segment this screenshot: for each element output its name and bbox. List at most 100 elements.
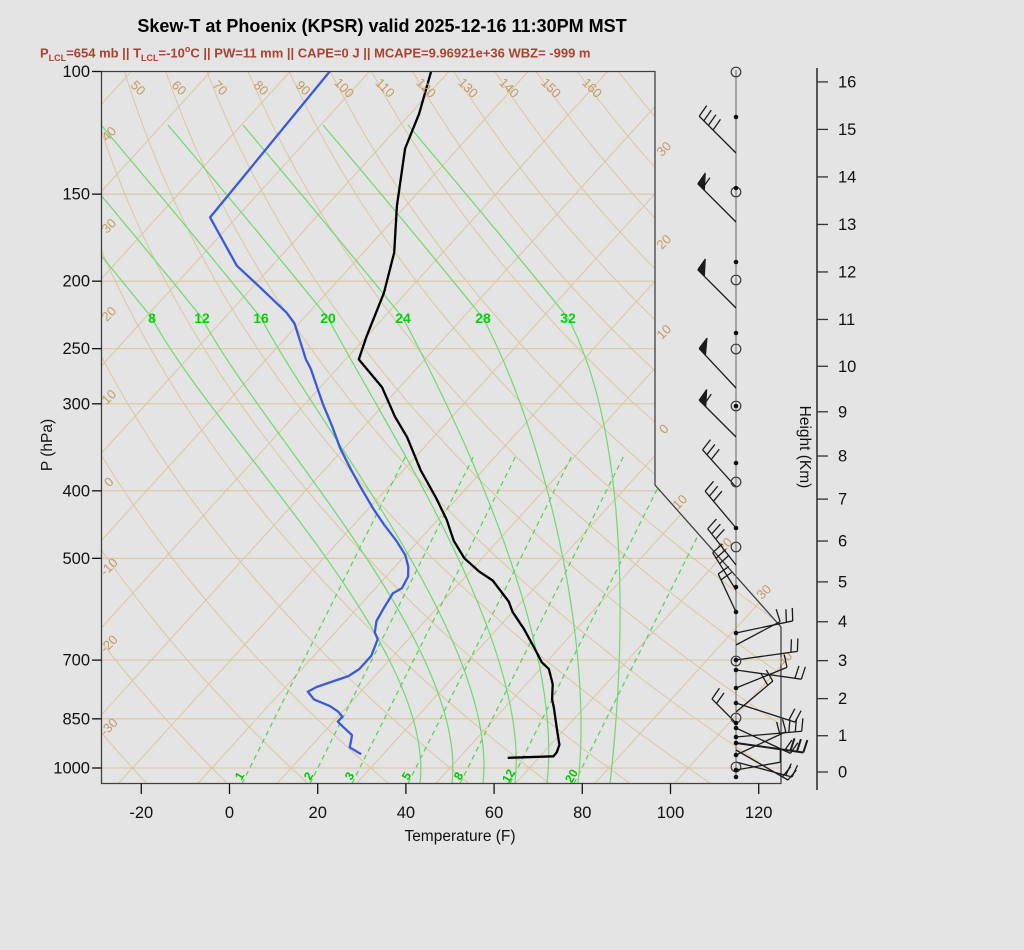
station-dot [733, 403, 739, 409]
grid-lines [101, 71, 781, 784]
grid-label: 16 [838, 73, 856, 91]
grid-label: 10 [669, 491, 690, 512]
grid-label: 4 [838, 613, 847, 631]
station-circle [730, 400, 742, 412]
wind-barb [697, 172, 737, 223]
height-axis-title: Height (Km) [796, 406, 813, 489]
grid-label: 24 [395, 310, 411, 326]
grid-label: 20 [653, 231, 674, 252]
grid-label: 100 [331, 75, 357, 101]
station-dot [733, 767, 739, 773]
chart-subtitle: PLCL=654 mb || TLCL=-10oC || PW=11 mm ||… [40, 44, 760, 63]
grid-label: 10 [653, 321, 674, 342]
station-dot [733, 734, 739, 740]
station-dot [733, 774, 739, 780]
wind-barb [735, 607, 794, 634]
station-dot [733, 185, 739, 191]
station-dot [733, 720, 739, 726]
station-dot [733, 667, 739, 673]
station-dot [733, 330, 739, 336]
pressure-axis-title: P (hPa) [39, 419, 56, 471]
dewpoint-curve [208, 71, 410, 756]
grid-label: 12 [194, 310, 210, 326]
station-dot [733, 657, 739, 663]
wind-barb [735, 654, 788, 689]
grid-label: -20 [97, 632, 121, 656]
chart-title: Skew-T at Phoenix (KPSR) valid 2025-12-1… [137, 16, 627, 36]
grid-label: 7 [838, 491, 847, 509]
station-dot [733, 752, 739, 758]
grid-label: 8 [838, 448, 847, 466]
wind-barb [735, 761, 799, 778]
station-dot [733, 609, 739, 615]
grid-label: 850 [62, 710, 90, 728]
wind-barb [735, 638, 799, 661]
subtitle-segment: LCL [141, 52, 159, 63]
station-dot [733, 685, 739, 691]
grid-label: 0 [838, 763, 847, 781]
grid-label: 60 [169, 77, 190, 98]
grid-label: 10 [838, 358, 856, 376]
station-dot [733, 700, 739, 706]
grid-label: 100 [657, 804, 685, 822]
grid-label: 80 [573, 804, 591, 822]
wind-barb-column [697, 66, 809, 781]
sounding-curves [208, 71, 561, 759]
station-dot [733, 725, 739, 731]
grid-label: 15 [838, 121, 856, 139]
wind-barb [698, 337, 737, 389]
grid-label: 3 [342, 769, 358, 782]
grid-label: 500 [62, 550, 90, 568]
station-dot [733, 259, 739, 265]
station-dot [733, 740, 739, 746]
grid-label: -20 [129, 804, 153, 822]
station-dot [733, 114, 739, 120]
grid-label: 14 [838, 168, 856, 186]
grid-label: 120 [745, 804, 773, 822]
grid-label: 32 [560, 310, 576, 326]
station-circle [730, 343, 742, 355]
grid-label: 3 [838, 652, 847, 670]
grid-label: 70 [210, 77, 231, 98]
wind-barb [735, 718, 804, 738]
grid-label: 2 [838, 690, 847, 708]
grid-label: 28 [475, 310, 491, 326]
grid-label: 50 [128, 77, 149, 98]
wind-barb [735, 669, 774, 713]
subtitle-segment: o [184, 44, 191, 54]
grid-label: 9 [838, 403, 847, 421]
grid-label: 12 [838, 263, 856, 281]
grid-label: 60 [485, 804, 503, 822]
station-dot [733, 584, 739, 590]
wind-barb [707, 518, 737, 566]
wind-barb [712, 543, 737, 591]
station-circle [730, 655, 742, 667]
subtitle-segment: =-10 [158, 45, 185, 61]
grid-label: 1000 [53, 760, 90, 778]
grid-label: 5 [838, 573, 847, 591]
grid-label: 200 [62, 273, 90, 291]
station-circle [730, 476, 742, 488]
grid-label: 13 [838, 216, 856, 234]
grid-label: 40 [397, 804, 415, 822]
wind-barb [735, 608, 781, 646]
grid-label: 700 [62, 652, 90, 670]
grid-label: 1 [232, 769, 248, 782]
wind-barb [704, 480, 737, 529]
wind-barb [711, 687, 737, 724]
station-dot [733, 630, 739, 636]
grid-label: 0 [656, 421, 672, 437]
wind-barb [698, 105, 737, 154]
grid-label: 20 [320, 310, 336, 326]
grid-label: 0 [225, 804, 234, 822]
station-circle [730, 274, 742, 286]
grid-label: 100 [62, 63, 90, 81]
wind-barb [717, 565, 737, 613]
wind-barb [735, 719, 787, 756]
station-dot [733, 460, 739, 466]
subtitle-segment: C || PW=11 mm || CAPE=0 J || MCAPE=9.969… [190, 45, 591, 61]
subtitle-segment: LCL [48, 52, 67, 63]
x-axis-title: Temperature (F) [404, 828, 515, 845]
